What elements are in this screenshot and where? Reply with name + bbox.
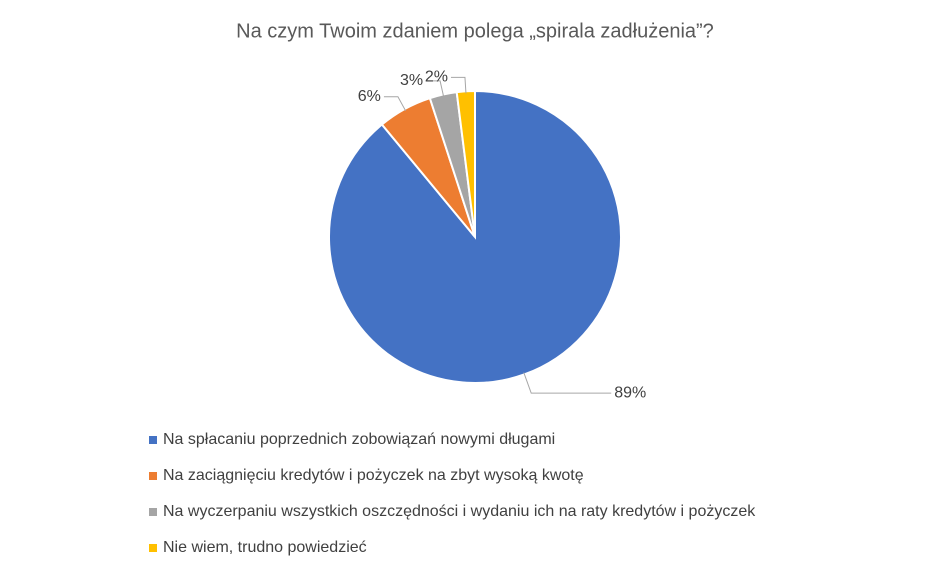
chart-title: Na czym Twoim zdaniem polega „spirala za… (236, 20, 714, 42)
legend-label: Nie wiem, trudno powiedzieć (163, 539, 367, 556)
leader-line (450, 76, 467, 94)
legend-label: Na zaciągnięciu kredytów i pożyczek na z… (163, 467, 584, 484)
data-label: 6% (358, 88, 381, 105)
legend-swatch (149, 544, 157, 552)
legend-swatch (149, 508, 157, 516)
data-label: 89% (614, 384, 646, 401)
data-label: 2% (425, 69, 448, 86)
legend-label: Na spłacaniu poprzednich zobowiązań nowy… (163, 431, 555, 448)
leader-line (523, 372, 612, 394)
legend-swatch (149, 436, 157, 444)
legend-label: Na wyczerpaniu wszystkich oszczędności i… (163, 503, 756, 520)
data-label: 3% (400, 72, 423, 89)
leader-line (383, 96, 407, 112)
leader-line (426, 80, 445, 97)
legend-swatch (149, 472, 157, 480)
